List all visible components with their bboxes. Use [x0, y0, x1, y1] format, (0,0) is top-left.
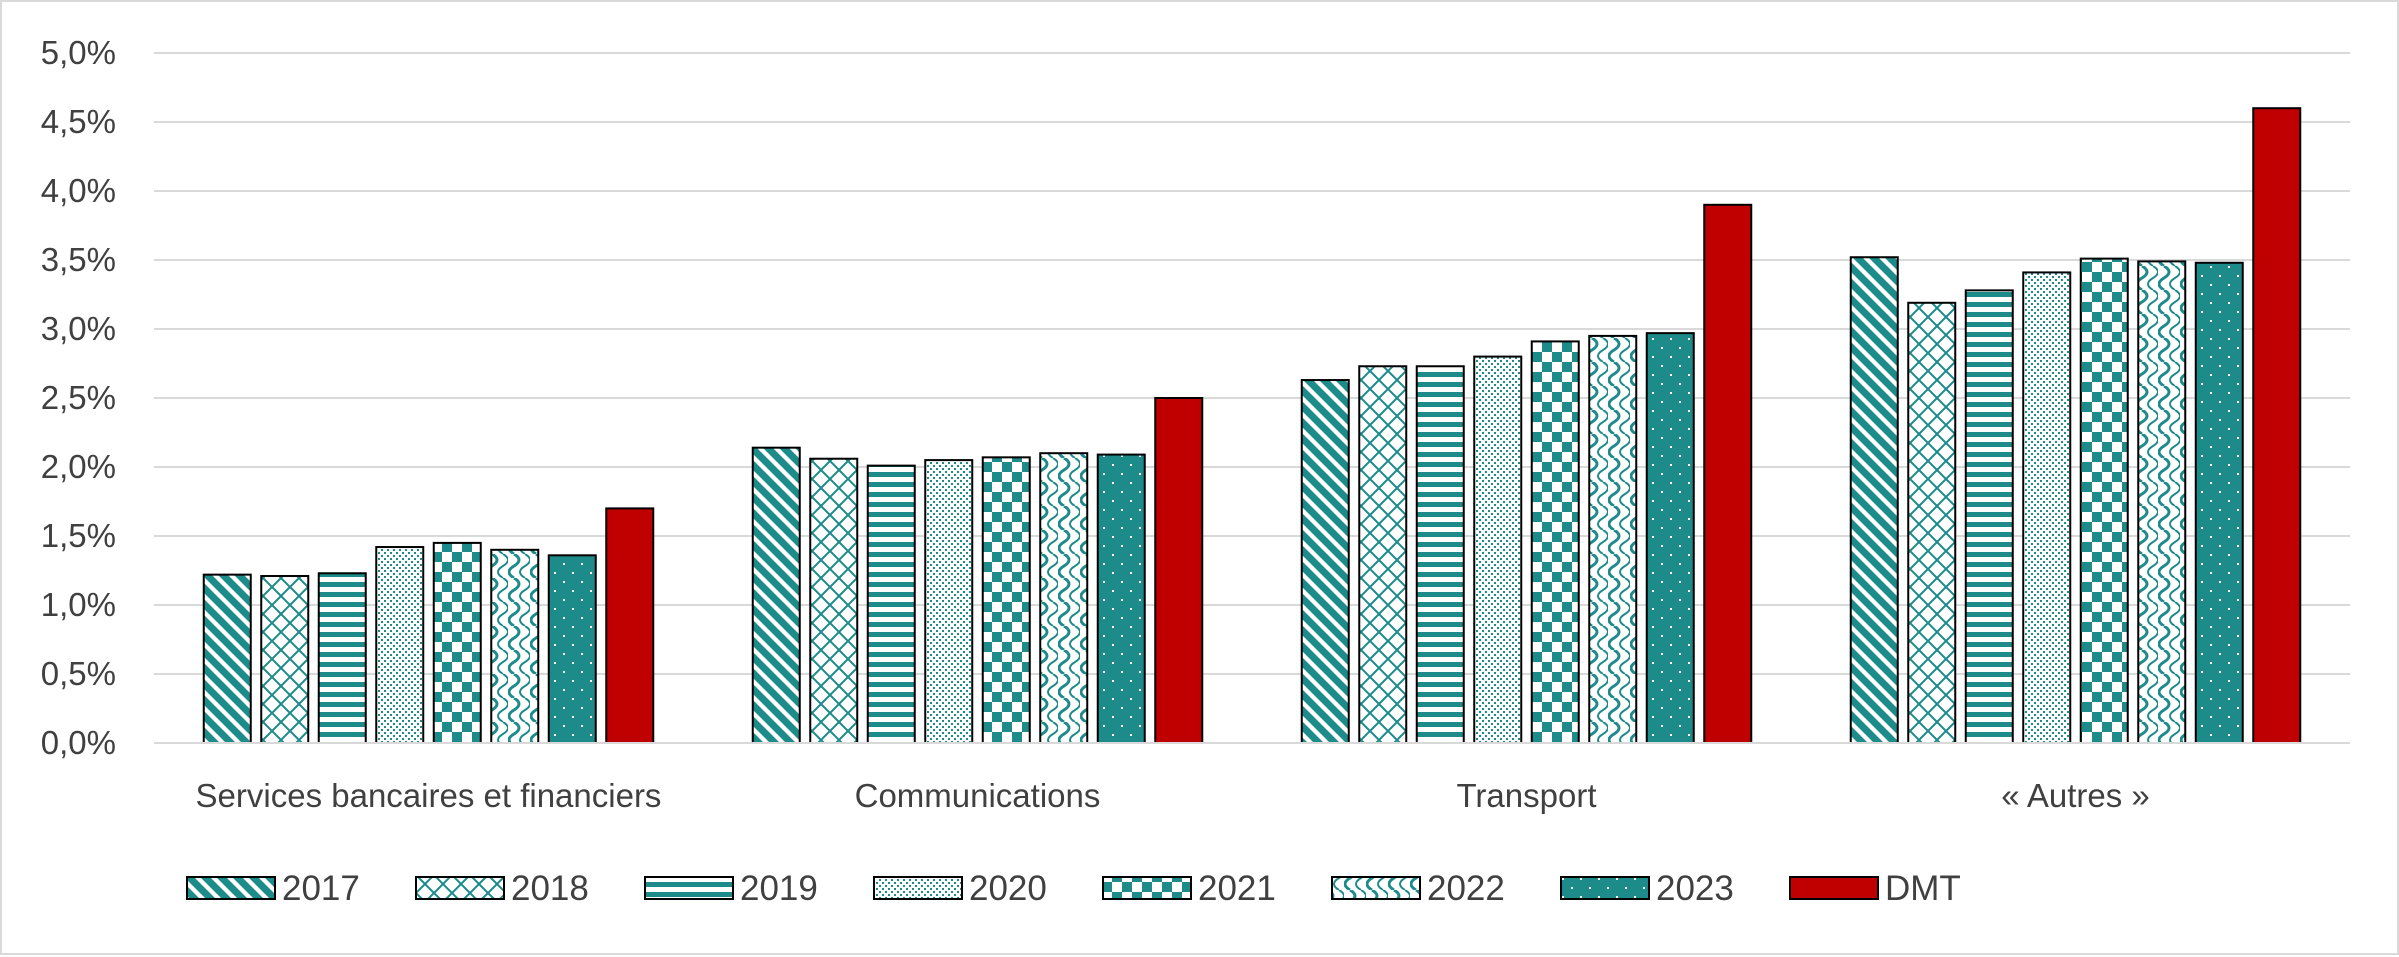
bar-2023: [547, 554, 597, 744]
bar-2020: [2022, 271, 2072, 744]
y-tick-label: 0,0%: [41, 724, 116, 761]
category-label: Transport: [1457, 777, 1597, 814]
bar-2018: [809, 457, 859, 744]
legend-item: 2018: [415, 869, 589, 908]
bar-2018: [1358, 365, 1408, 744]
category-label: Communications: [855, 777, 1101, 814]
y-tick-label: 0,5%: [41, 655, 116, 692]
bar-2021: [1530, 340, 1580, 744]
bar-2021: [981, 456, 1031, 744]
legend-swatch: [415, 876, 505, 900]
bar-2020: [375, 546, 425, 744]
bars: [154, 107, 2350, 745]
bar-2017: [202, 573, 252, 745]
bar-2022: [1039, 452, 1089, 744]
legend-label: 2021: [1198, 869, 1276, 908]
bar-2019: [1415, 365, 1465, 744]
legend-swatch: [186, 876, 276, 900]
bar-2022: [1588, 334, 1638, 744]
legend-swatch: [1560, 876, 1650, 900]
legend-label: 2018: [511, 869, 589, 908]
y-axis-tick-labels: 0,0% 0,5% 1,0% 1,5% 2,0% 2,5% 3,0% 3,5% 4,0% 4,5%…: [41, 34, 116, 761]
bar-2023: [1645, 332, 1695, 744]
y-tick-label: 4,0%: [41, 172, 116, 209]
legend-swatch: [1789, 876, 1879, 900]
y-tick-label: 2,5%: [41, 379, 116, 416]
bar-2022: [2137, 260, 2187, 744]
legend-item: 2017: [186, 869, 360, 908]
bar-2023: [2194, 261, 2244, 744]
legend-item: 2021: [1102, 869, 1276, 908]
legend-label: 2017: [282, 869, 360, 908]
legend-item: 2023: [1560, 869, 1734, 908]
legend-swatch: [1102, 876, 1192, 900]
bar-2023: [1096, 453, 1146, 744]
legend-item: DMT: [1789, 869, 1961, 908]
legend-swatch: [873, 876, 963, 900]
legend-label: DMT: [1885, 869, 1961, 908]
bar-2021: [432, 541, 482, 745]
y-tick-label: 1,5%: [41, 517, 116, 554]
bar-2017: [1849, 256, 1899, 745]
bar-dmt: [1703, 203, 1753, 745]
bar-2019: [1964, 289, 2014, 744]
legend-item: 2019: [644, 869, 818, 908]
legend-label: 2019: [740, 869, 818, 908]
y-tick-label: 3,0%: [41, 310, 116, 347]
y-tick-label: 5,0%: [41, 34, 116, 71]
y-tick-label: 2,0%: [41, 448, 116, 485]
legend-item: 2022: [1331, 869, 1505, 908]
y-tick-label: 4,5%: [41, 103, 116, 140]
bar-dmt: [1154, 397, 1204, 744]
legend-swatch: [644, 876, 734, 900]
legend: 2017 2018 2019 2020 2021 2022 2023 DMT: [186, 869, 1961, 908]
legend-swatch: [1331, 876, 1421, 900]
legend-label: 2020: [969, 869, 1047, 908]
y-tick-label: 3,5%: [41, 241, 116, 278]
bar-2022: [490, 548, 540, 744]
bar-2018: [1907, 301, 1957, 744]
bar-2017: [751, 446, 801, 744]
x-axis-category-labels: Services bancaires et financiers Communic…: [196, 777, 2150, 814]
y-tick-label: 1,0%: [41, 586, 116, 623]
gridlines: [154, 52, 2350, 744]
category-label: Services bancaires et financiers: [196, 777, 662, 814]
bar-2018: [260, 575, 310, 745]
bar-dmt: [605, 507, 655, 744]
legend-label: 2023: [1656, 869, 1734, 908]
legend-item: 2020: [873, 869, 1047, 908]
bar-2020: [924, 459, 974, 744]
category-label: « Autres »: [2001, 777, 2150, 814]
bar-2019: [866, 464, 916, 744]
legend-label: 2022: [1427, 869, 1505, 908]
bar-2020: [1473, 355, 1523, 744]
bar-2019: [317, 572, 367, 745]
bar-dmt: [2252, 107, 2302, 744]
bar-2017: [1300, 379, 1350, 744]
bar-2021: [2079, 257, 2129, 744]
